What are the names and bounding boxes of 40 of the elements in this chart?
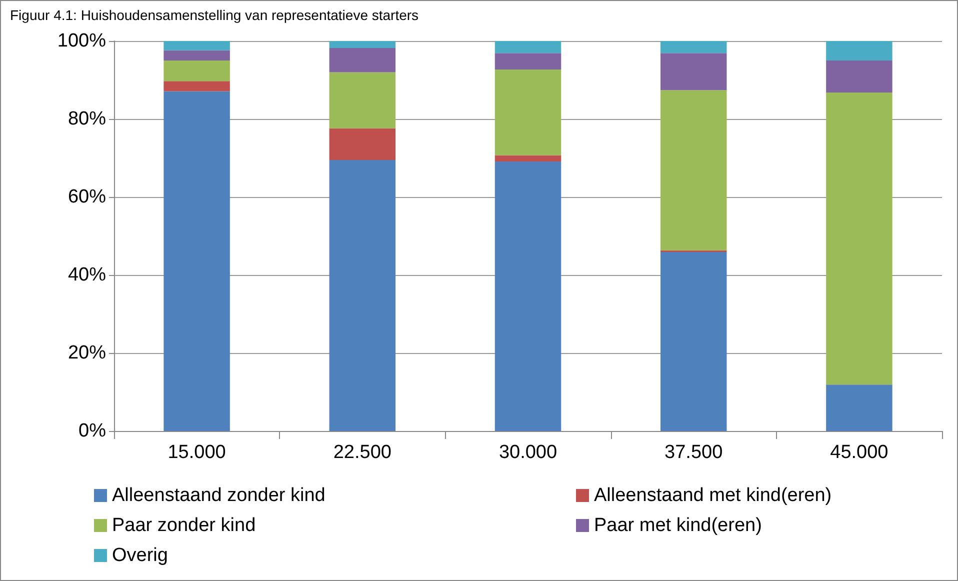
bar — [660, 41, 727, 54]
bar — [826, 60, 892, 92]
legend-label: Paar zonder kind — [112, 515, 256, 536]
bar — [164, 81, 230, 92]
bar — [329, 160, 396, 431]
y-tick-label: 40% — [68, 264, 106, 286]
bar — [164, 60, 230, 82]
legend-label: Alleenstaand zonder kind — [112, 485, 326, 506]
bar — [660, 90, 727, 250]
bar — [164, 91, 230, 431]
bar — [164, 41, 230, 50]
bar — [494, 69, 562, 156]
bar — [826, 41, 892, 60]
y-tick-label: 0% — [78, 420, 106, 442]
x-tick-label: 37.500 — [664, 442, 723, 463]
bar — [660, 252, 727, 431]
bar — [826, 384, 892, 431]
bar — [494, 155, 562, 162]
bar — [329, 48, 396, 72]
x-tick-label: 22.500 — [333, 442, 392, 463]
x-tick-label: 15.000 — [168, 442, 226, 463]
legend-label: Overig — [112, 545, 168, 566]
x-tick-label: 45.000 — [830, 442, 888, 463]
bar — [164, 50, 230, 60]
bar — [494, 53, 562, 70]
bar — [826, 92, 892, 385]
bar — [329, 128, 396, 160]
x-tick-label: 30.000 — [498, 442, 558, 463]
y-tick-label: 100% — [57, 30, 106, 52]
y-tick-label: 80% — [68, 108, 106, 130]
bar — [329, 41, 396, 48]
legend-label: Paar met kind(eren) — [594, 515, 762, 536]
bar — [329, 72, 396, 128]
legend-label: Alleenstaand met kind(eren) — [594, 485, 832, 506]
bar — [494, 41, 562, 54]
bar — [494, 162, 562, 431]
y-tick-label: 20% — [68, 342, 106, 364]
chart-title: Figuur 4.1: Huishoudensamenstelling van representatieve starters — [10, 7, 419, 23]
y-tick-label: 60% — [68, 186, 106, 208]
bar — [660, 53, 727, 90]
